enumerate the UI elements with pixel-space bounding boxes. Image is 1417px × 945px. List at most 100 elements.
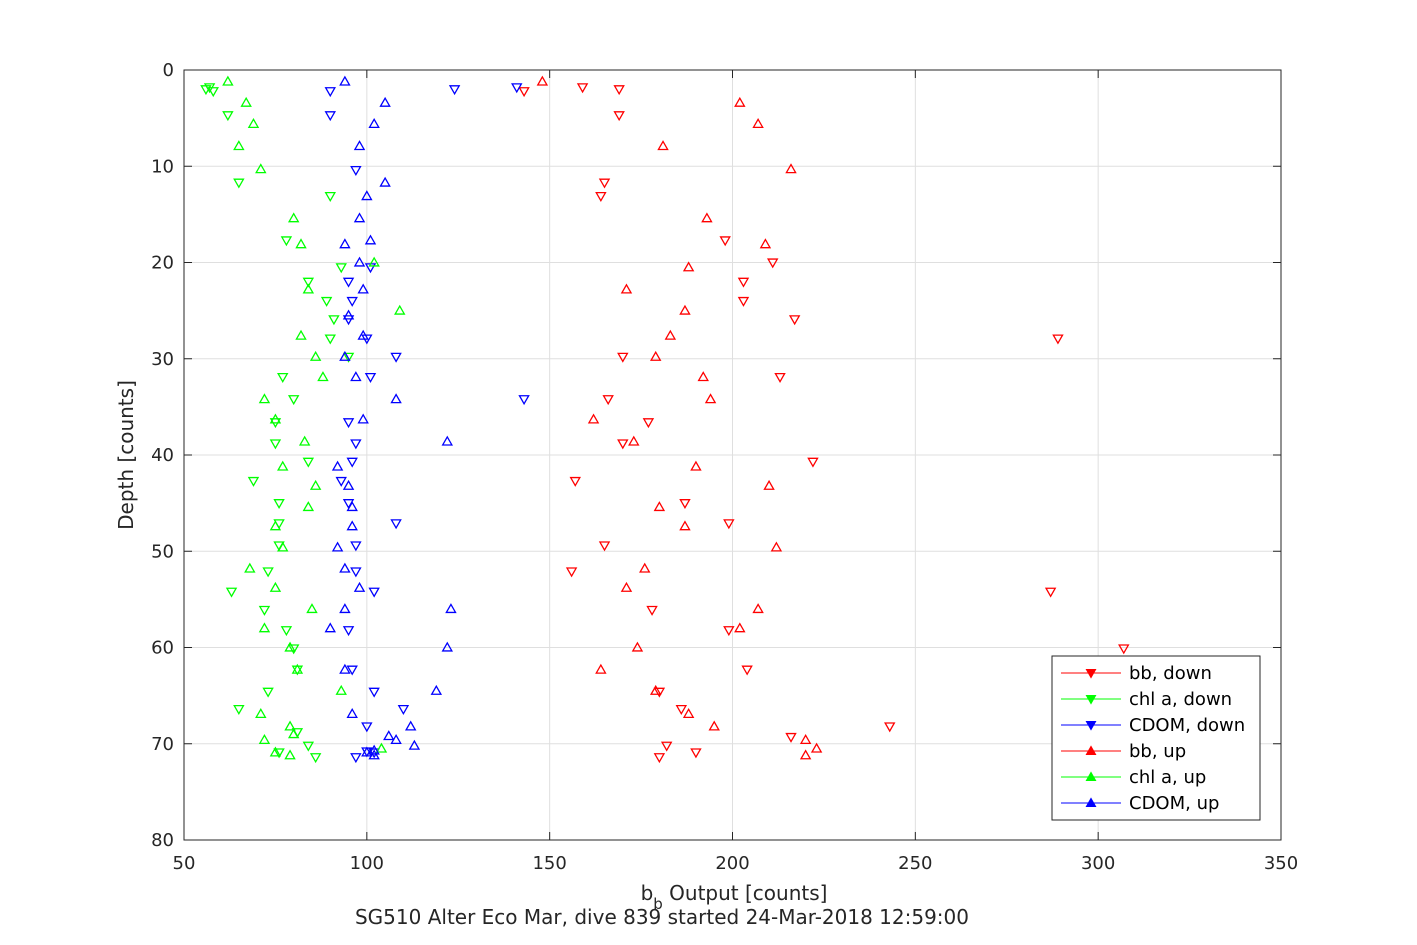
data-point-cdom-up xyxy=(331,541,344,552)
data-point-cdom-up xyxy=(346,501,358,512)
data-point-bb-down xyxy=(518,87,530,98)
data-point-chl-a-down xyxy=(269,439,282,450)
data-point-cdom-up xyxy=(339,238,351,249)
data-point-chl-a-up xyxy=(317,371,329,382)
data-point-cdom-up xyxy=(339,75,351,86)
y-tick-label: 20 xyxy=(151,253,174,274)
data-point-chl-a-up xyxy=(233,140,245,151)
data-point-bb-up xyxy=(810,742,823,753)
data-point-cdom-up xyxy=(339,603,351,614)
data-point-chl-a-down xyxy=(335,263,347,274)
data-point-cdom-down xyxy=(342,626,355,637)
x-tick-label: 50 xyxy=(173,853,196,874)
data-point-bb-down xyxy=(598,178,611,189)
data-point-chl-a-up xyxy=(222,75,234,86)
data-point-cdom-up xyxy=(339,663,351,674)
data-point-chl-a-down xyxy=(320,296,333,307)
data-point-chl-a-up xyxy=(284,749,296,760)
data-point-cdom-up xyxy=(353,140,366,151)
data-point-cdom-up xyxy=(390,733,402,744)
data-point-bb-down xyxy=(598,541,611,552)
data-point-bb-down xyxy=(767,258,779,269)
data-point-chl-a-down xyxy=(273,499,285,510)
data-point-chl-a-up xyxy=(284,720,296,731)
data-point-cdom-up xyxy=(357,413,369,424)
legend-marker xyxy=(1085,771,1097,781)
data-point-cdom-down xyxy=(368,748,380,759)
data-point-cdom-up xyxy=(324,622,336,633)
data-point-cdom-up xyxy=(346,708,358,719)
series-cdom-down xyxy=(324,83,530,764)
data-point-cdom-down xyxy=(397,705,410,716)
data-point-chl-a-up xyxy=(269,520,282,531)
data-point-bb-up xyxy=(770,541,783,552)
x-axis-label-main: b xyxy=(641,881,654,905)
data-point-bb-down xyxy=(565,567,578,578)
data-point-bb-up xyxy=(679,520,691,531)
data-point-chl-a-down xyxy=(280,236,293,247)
y-tick-label: 60 xyxy=(151,638,174,659)
x-axis-label-rest: Output [counts] xyxy=(663,881,828,905)
data-point-cdom-up xyxy=(350,371,362,382)
data-point-chl-a-up xyxy=(258,733,271,744)
data-point-cdom-up xyxy=(364,234,377,245)
data-point-bb-down xyxy=(613,85,625,96)
data-point-chl-a-up xyxy=(302,501,315,512)
data-point-cdom-down xyxy=(350,753,362,764)
data-point-bb-up xyxy=(653,501,666,512)
y-tick-label: 80 xyxy=(151,830,174,851)
data-point-bb-down xyxy=(1044,587,1057,598)
data-point-bb-down xyxy=(617,352,629,363)
x-tick-label: 250 xyxy=(898,853,932,874)
data-point-bb-up xyxy=(763,479,775,490)
x-tick-label: 300 xyxy=(1081,853,1115,874)
data-point-bb-up xyxy=(759,238,772,249)
data-point-chl-a-down xyxy=(280,626,293,637)
legend-item-bb-down: bb, down xyxy=(1061,663,1212,684)
data-point-cdom-down xyxy=(368,587,380,598)
data-point-bb-down xyxy=(660,741,673,752)
data-point-bb-up xyxy=(708,720,720,731)
data-point-chl-a-down xyxy=(258,605,271,616)
data-point-cdom-up xyxy=(379,96,391,107)
data-point-cdom-down xyxy=(346,665,358,676)
y-tick-label: 40 xyxy=(151,445,174,466)
data-point-chl-a-down xyxy=(302,741,315,752)
data-point-bb-down xyxy=(653,687,666,698)
data-point-bb-up xyxy=(701,212,713,223)
data-point-chl-a-down xyxy=(309,753,322,764)
data-point-bb-up xyxy=(657,140,669,151)
data-point-chl-a-up xyxy=(258,393,271,404)
legend-item-cdom-down: CDOM, down xyxy=(1061,715,1245,736)
data-point-bb-up xyxy=(682,261,695,272)
data-point-cdom-up xyxy=(342,309,355,320)
data-point-chl-a-down xyxy=(302,457,315,468)
data-point-chl-a-down xyxy=(324,191,336,202)
data-point-chl-a-up xyxy=(258,622,271,633)
y-tick-label: 50 xyxy=(151,541,174,562)
data-point-chl-a-up xyxy=(309,350,322,361)
data-point-bb-down xyxy=(785,732,797,743)
data-point-cdom-up xyxy=(383,730,395,741)
data-point-cdom-down xyxy=(324,111,336,122)
data-point-bb-down xyxy=(617,439,629,450)
legend-marker xyxy=(1085,695,1097,705)
y-tick-label: 70 xyxy=(151,734,174,755)
legend-label: chl a, down xyxy=(1129,689,1232,710)
data-point-cdom-down xyxy=(361,722,373,733)
data-point-chl-a-down xyxy=(342,352,355,363)
data-point-bb-down xyxy=(807,457,819,468)
x-tick-label: 200 xyxy=(715,853,749,874)
data-point-cdom-up xyxy=(408,739,421,750)
data-point-chl-a-down xyxy=(233,705,245,716)
data-point-cdom-up xyxy=(379,176,391,187)
data-point-chl-a-down xyxy=(200,85,212,96)
data-point-bb-down xyxy=(675,705,688,716)
data-point-chl-a-up xyxy=(284,641,296,652)
data-point-cdom-down xyxy=(511,83,523,94)
data-point-chl-a-down xyxy=(233,178,245,189)
data-point-cdom-up xyxy=(441,641,454,652)
data-point-cdom-down xyxy=(390,519,402,530)
data-point-chl-a-down xyxy=(247,476,260,487)
